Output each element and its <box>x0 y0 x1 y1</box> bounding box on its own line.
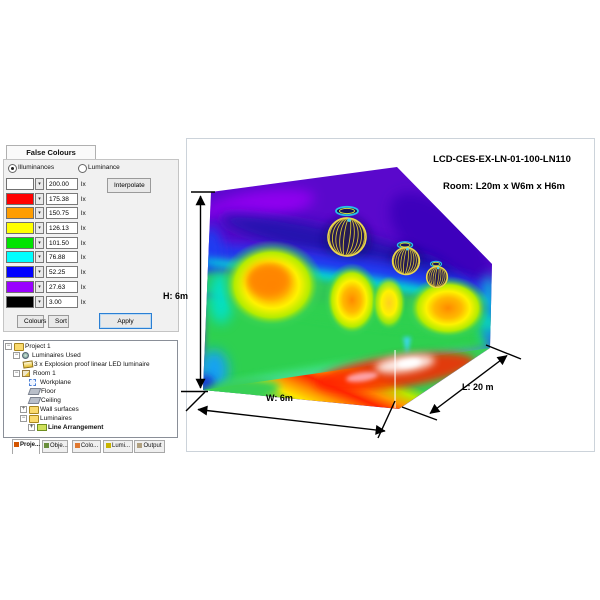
scale-value-input[interactable] <box>46 237 78 249</box>
colours-button[interactable]: Colours <box>17 315 46 328</box>
tab-false-colours[interactable]: False Colours <box>6 145 96 160</box>
apply-button[interactable]: Apply <box>99 313 152 329</box>
scale-value-input[interactable] <box>46 207 78 219</box>
sort-button[interactable]: Sort <box>48 315 69 328</box>
tree-label: Floor <box>41 388 56 395</box>
radio-luminance[interactable] <box>78 164 87 173</box>
tab-output[interactable]: Output <box>134 440 165 453</box>
tree-label: Room 1 <box>33 370 56 377</box>
tree-label: Workplane <box>40 379 71 386</box>
colour-dropdown-icon[interactable]: ▾ <box>35 237 44 249</box>
unit-label: lx <box>81 196 86 203</box>
arrangement-icon <box>37 424 47 431</box>
colour-swatch[interactable] <box>6 266 34 278</box>
colour-swatch[interactable] <box>6 237 34 249</box>
output-tab-icon <box>137 442 143 448</box>
colour-dropdown-icon[interactable]: ▾ <box>35 193 44 205</box>
colour-dropdown-icon[interactable]: ▾ <box>35 178 44 190</box>
scale-value-input[interactable] <box>46 281 78 293</box>
tab-luminaires[interactable]: Lumi... <box>103 440 133 453</box>
tree-label: Wall surfaces <box>40 406 79 413</box>
unit-label: lx <box>81 284 86 291</box>
colour-swatch[interactable] <box>6 281 34 293</box>
room-icon <box>22 370 30 377</box>
colours-tab-icon <box>74 442 80 448</box>
unit-label: lx <box>81 254 86 261</box>
objects-tab-icon <box>44 442 49 448</box>
radio-luminance-label: Luminance <box>88 164 120 171</box>
colour-dropdown-icon[interactable]: ▾ <box>35 251 44 263</box>
expander-icon[interactable] <box>20 415 27 422</box>
radio-illuminances[interactable] <box>8 164 17 173</box>
colour-dropdown-icon[interactable]: ▾ <box>35 207 44 219</box>
luminaire-group-icon <box>22 352 29 359</box>
colour-swatch[interactable] <box>6 222 34 234</box>
unit-label: lx <box>81 269 86 276</box>
tab-objects[interactable]: Obje... <box>42 440 68 453</box>
colour-dropdown-icon[interactable]: ▾ <box>35 281 44 293</box>
scale-value-input[interactable] <box>46 193 78 205</box>
scale-value-input[interactable] <box>46 178 78 190</box>
tree-label: Ceiling <box>41 397 61 404</box>
tree-label: Project 1 <box>25 343 51 350</box>
scale-value-input[interactable] <box>46 296 78 308</box>
luminaires-tab-icon <box>105 442 111 448</box>
colour-swatch[interactable] <box>6 178 34 190</box>
tree-label: 3 x Explosion proof linear LED luminaire <box>34 361 150 368</box>
radio-illuminances-label: Illuminances <box>18 164 55 171</box>
colour-swatch[interactable] <box>6 251 34 263</box>
unit-label: lx <box>81 225 86 232</box>
expander-icon[interactable] <box>13 370 20 377</box>
folder-icon <box>29 415 39 423</box>
expander-icon[interactable] <box>13 352 20 359</box>
scale-value-input[interactable] <box>46 222 78 234</box>
colour-swatch[interactable] <box>6 207 34 219</box>
expander-icon[interactable] <box>20 406 27 413</box>
scale-value-input[interactable] <box>46 266 78 278</box>
unit-label: lx <box>81 210 86 217</box>
unit-label: lx <box>81 299 86 306</box>
tree-label: Line Arrangement <box>48 424 104 431</box>
render-viewport[interactable] <box>186 138 595 452</box>
scale-value-input[interactable] <box>46 251 78 263</box>
project-tab-icon <box>14 441 19 447</box>
tree-label: Luminaires Used <box>32 352 81 359</box>
tree-label: Luminaires <box>40 415 72 422</box>
workplane-icon <box>29 379 36 386</box>
unit-label: lx <box>81 181 86 188</box>
unit-label: lx <box>81 240 86 247</box>
tab-colours[interactable]: Colo... <box>72 440 101 453</box>
expander-icon[interactable] <box>28 424 35 431</box>
folder-icon <box>29 406 39 414</box>
colour-dropdown-icon[interactable]: ▾ <box>35 266 44 278</box>
expander-icon[interactable] <box>5 343 12 350</box>
colour-dropdown-icon[interactable]: ▾ <box>35 296 44 308</box>
luminaire-icon <box>22 360 34 369</box>
colour-swatch[interactable] <box>6 296 34 308</box>
tab-project[interactable]: Proje... <box>12 439 40 454</box>
interpolate-button[interactable]: Interpolate <box>107 178 151 193</box>
colour-dropdown-icon[interactable]: ▾ <box>35 222 44 234</box>
colour-swatch[interactable] <box>6 193 34 205</box>
folder-icon <box>14 343 24 351</box>
